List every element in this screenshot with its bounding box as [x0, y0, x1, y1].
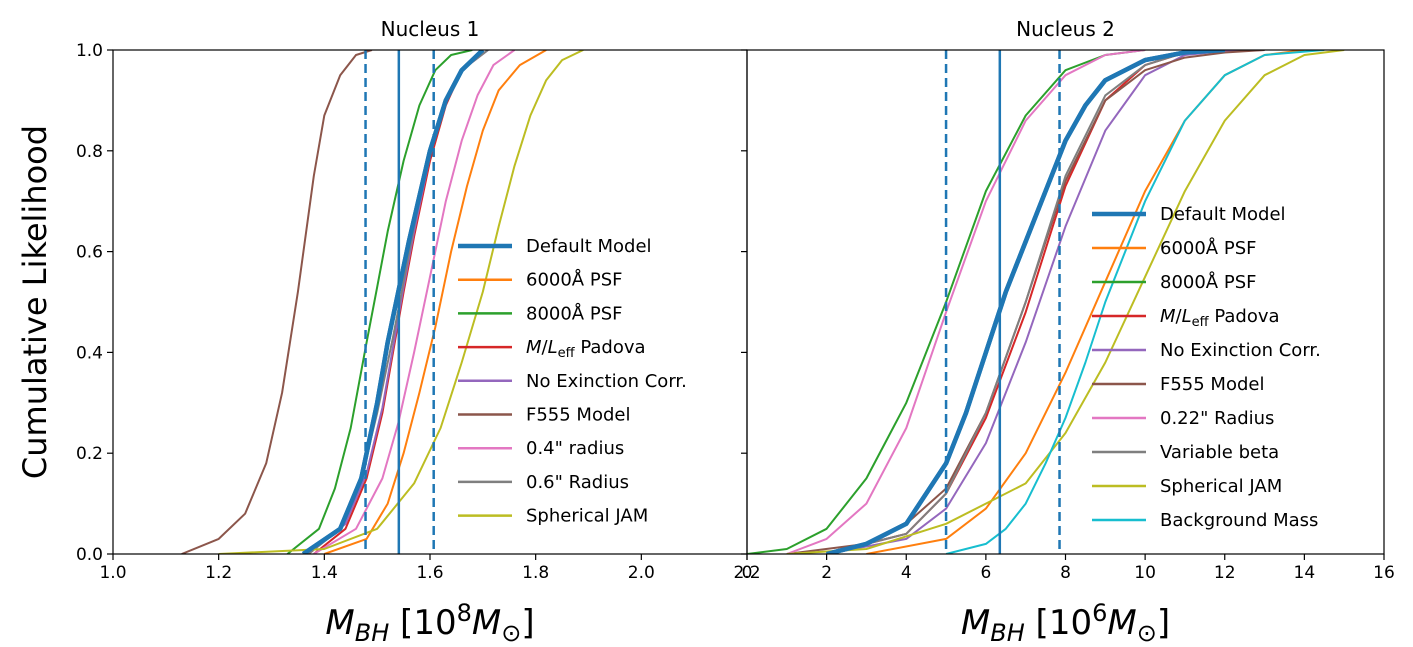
- x-tick-label: 1.0: [99, 563, 126, 583]
- series-line-default-top: [301, 50, 485, 554]
- x-tick-label: 1.8: [522, 563, 549, 583]
- series-line-7: [826, 50, 1225, 554]
- legend-label-1: 6000Å PSF: [526, 269, 622, 291]
- legend-label-0: Default Model: [1160, 204, 1286, 225]
- x-tick-label: 2: [821, 563, 832, 583]
- x-tick-label: 1.2: [205, 563, 232, 583]
- x-tick-label: 16: [1373, 563, 1395, 583]
- panel-nucleus-2: Nucleus 2 0 2 4 6 8 10 12 14 16 MBH [106M⊙] Default…: [741, 17, 1395, 647]
- series-line-6: [786, 50, 1146, 554]
- axes-frame: [112, 49, 748, 555]
- x-tick-label: 14: [1294, 563, 1316, 583]
- panel-nucleus-1: Nucleus 1 1.0 1.2 1.4 1.6 1.8 2.0 2.2 0.0 0.2 0.4 0…: [76, 17, 761, 647]
- legend: Default Model 6000Å PSF 8000Å PSF M/Leff Pa…: [458, 236, 687, 527]
- series-line-5: [181, 50, 373, 554]
- y-tick-label: 1.0: [76, 41, 103, 61]
- series-line-6: [313, 50, 516, 554]
- series-line-default-top: [826, 50, 1225, 554]
- legend-label-8: Spherical JAM: [1160, 476, 1282, 497]
- legend-label-4: No Exinction Corr.: [1160, 340, 1321, 361]
- y-axis-label: Cumulative Likelihood: [16, 125, 54, 479]
- legend-label-9: Background Mass: [1160, 510, 1318, 531]
- legend-label-6: 0.4" radius: [526, 438, 624, 459]
- legend-label-0: Default Model: [526, 236, 652, 257]
- legend-label-6: 0.22" Radius: [1160, 408, 1274, 429]
- series-line-8: [218, 50, 584, 554]
- legend-label-2: 8000Å PSF: [1160, 271, 1256, 293]
- legend-label-3: M/Leff Padova: [1160, 306, 1280, 330]
- legend-label-1: 6000Å PSF: [1160, 237, 1256, 259]
- y-tick-label: 0.0: [76, 545, 103, 565]
- x-tick-label: 6: [980, 563, 991, 583]
- legend-label-7: Variable beta: [1160, 442, 1279, 463]
- x-tick-label: 1.4: [311, 563, 338, 583]
- series-line-9: [945, 50, 1325, 554]
- legend-label-8: Spherical JAM: [526, 506, 648, 527]
- x-axis-label: MBH [106M⊙]: [961, 599, 1170, 643]
- series-line-8: [786, 50, 1345, 554]
- panel-title: Nucleus 1: [381, 17, 480, 41]
- series-line-0: [301, 50, 485, 554]
- legend-label-5: F555 Model: [526, 405, 630, 426]
- series-line-2: [286, 50, 473, 554]
- x-axis-label: MBH [108M⊙]: [325, 599, 534, 643]
- legend-label-3: M/Leff Padova: [526, 337, 646, 361]
- legend-label-5: F555 Model: [1160, 374, 1264, 395]
- legend-label-2: 8000Å PSF: [526, 302, 622, 324]
- x-tick-label: 4: [901, 563, 912, 583]
- y-tick-label: 0.8: [76, 142, 103, 162]
- legend-label-7: 0.6" Radius: [526, 472, 629, 493]
- panel-title: Nucleus 2: [1016, 17, 1115, 41]
- legend: Default Model 6000Å PSF 8000Å PSF M/Leff Pa…: [1092, 204, 1321, 531]
- x-tick-label: 2.0: [628, 563, 655, 583]
- x-tick-label: 2.2: [733, 563, 760, 583]
- x-tick-label: 10: [1134, 563, 1156, 583]
- y-tick-label: 0.4: [76, 343, 103, 363]
- x-tick-label: 1.6: [416, 563, 443, 583]
- series-line-1: [323, 50, 547, 554]
- x-tick-label: 0: [742, 563, 753, 583]
- y-tick-label: 0.2: [76, 444, 103, 464]
- legend-label-4: No Exinction Corr.: [526, 371, 687, 392]
- series-group: [181, 50, 584, 554]
- y-tick-label: 0.6: [76, 243, 103, 263]
- x-tick-label: 12: [1214, 563, 1236, 583]
- axes-frame: [746, 49, 1385, 555]
- x-tick-label: 8: [1060, 563, 1071, 583]
- series-group: [747, 50, 1345, 554]
